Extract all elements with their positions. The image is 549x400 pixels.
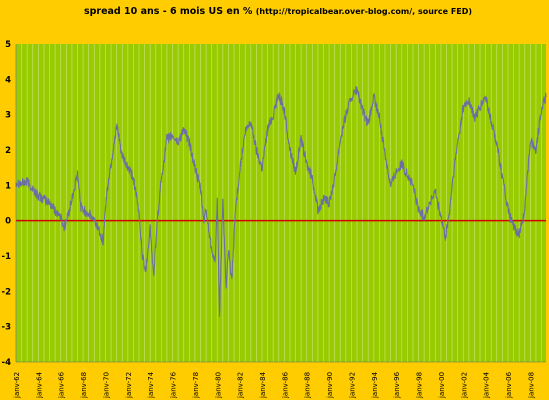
x-tick-label: janv-98 — [416, 372, 424, 399]
x-tick-label: janv-94 — [371, 371, 379, 399]
x-tick-label: janv-86 — [281, 371, 289, 399]
y-tick-label: -1 — [2, 252, 12, 262]
x-tick-label: janv-08 — [527, 372, 535, 399]
x-tick-label: janv-64 — [35, 371, 43, 399]
x-tick-label: janv-06 — [505, 371, 513, 399]
y-tick-label: 0 — [5, 217, 11, 227]
x-tick-label: janv-04 — [483, 371, 491, 399]
x-tick-label: janv-70 — [102, 372, 110, 399]
x-tick-label: janv-76 — [170, 371, 178, 399]
x-tick-label: janv-74 — [147, 371, 155, 399]
x-tick-label: janv-96 — [393, 371, 401, 399]
y-tick-label: 2 — [5, 146, 11, 156]
x-tick-label: janv-84 — [259, 371, 267, 399]
y-tick-label: -2 — [2, 287, 12, 297]
series-line-spread — [15, 86, 547, 318]
plot-area — [16, 44, 546, 362]
y-tick-label: -4 — [2, 358, 12, 368]
x-tick-label: janv-02 — [460, 372, 468, 399]
x-tick-label: janv-92 — [348, 372, 356, 399]
x-tick-label: janv-80 — [214, 372, 222, 399]
y-tick-label: 3 — [5, 111, 11, 121]
x-tick-label: janv-00 — [438, 372, 446, 399]
y-tick-label: 5 — [5, 40, 11, 50]
x-tick-label: janv-90 — [326, 372, 334, 399]
x-tick-label: janv-88 — [304, 372, 312, 399]
y-tick-label: 1 — [5, 181, 11, 191]
chart-title: spread 10 ans - 6 mois US en % (http://t… — [84, 6, 472, 17]
chart-title-main: spread 10 ans - 6 mois US en % — [84, 6, 253, 17]
y-axis-ticks: 5 4 3 2 1 0 -1 -2 -3 -4 — [2, 40, 12, 368]
chart-title-source: (http://tropicalbear.over-blog.com/, sou… — [256, 7, 472, 16]
x-tick-label: janv-62 — [13, 372, 21, 399]
x-tick-label: janv-78 — [192, 372, 200, 399]
y-tick-label: 4 — [5, 75, 11, 85]
x-tick-label: janv-72 — [125, 372, 133, 399]
x-axis-ticks: janv-62 janv-64 janv-66 janv-68 janv-70 janv-… — [13, 371, 535, 399]
y-tick-label: -3 — [2, 323, 12, 333]
x-tick-label: janv-68 — [80, 372, 88, 399]
x-tick-label: janv-66 — [58, 371, 66, 399]
x-tick-label: janv-82 — [237, 372, 245, 399]
grid-lines — [15, 44, 542, 362]
